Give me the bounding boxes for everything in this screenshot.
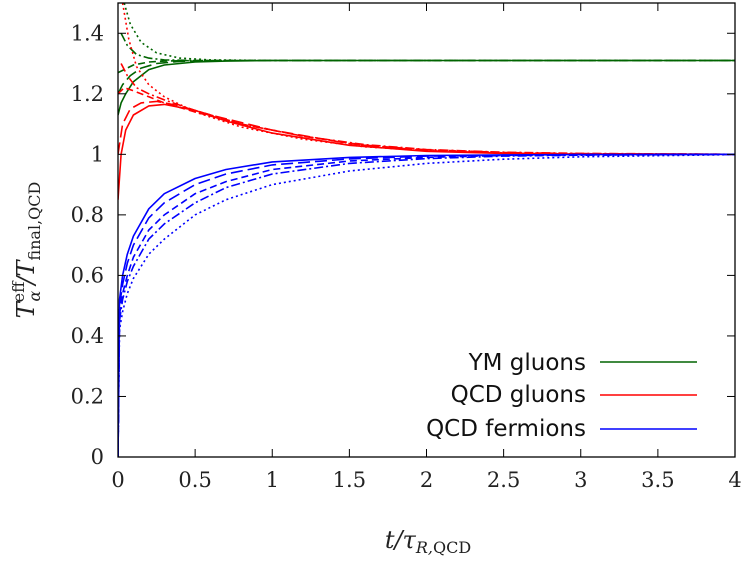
- x-axis-label: t/τR,QCD: [385, 526, 471, 557]
- legend-label-qcd-fermions: QCD fermions: [426, 416, 586, 442]
- series-line-qcd-fermions-dotted: [118, 153, 735, 457]
- series-line-qcd-fermions-dash: [118, 153, 735, 457]
- series-layer: [118, 3, 735, 457]
- series-line-ym-gluons-solid: [118, 59, 735, 116]
- tick-layer: 0 0.5 1 1.5 2 2.5 3 3.5 4 0 0.2 0.4 0.6 0.8 1 1.2 1.4: [71, 3, 742, 492]
- x-tick-label: 0.5: [178, 468, 211, 492]
- x-tick-label: 0: [111, 468, 124, 492]
- y-tick-label: 1.4: [71, 21, 104, 45]
- legend-entry-qcd-fermions: QCD fermions: [426, 416, 697, 442]
- x-tick-label: 1: [266, 468, 279, 492]
- legend-entry-qcd-gluons: QCD gluons: [451, 382, 697, 408]
- y-tick-label: 0.8: [71, 203, 104, 227]
- series-line-ym-gluons-dotted: [123, 3, 735, 62]
- legend-label-ym-gluons: YM gluons: [468, 350, 586, 376]
- y-tick-label: 0.4: [71, 324, 104, 348]
- x-tick-label: 2: [420, 468, 433, 492]
- series-line-qcd-fermions-long-dash: [118, 153, 735, 457]
- series-line-ym-gluons-dash-dot: [120, 32, 735, 62]
- x-tick-label: 2.5: [487, 468, 520, 492]
- x-tick-label: 4: [728, 468, 741, 492]
- series-line-qcd-gluons-long-dash: [118, 100, 735, 156]
- legend-label-qcd-gluons: QCD gluons: [451, 382, 586, 408]
- x-tick-label: 3.5: [641, 468, 674, 492]
- x-tick-label: 3: [574, 468, 587, 492]
- legend-entry-ym-gluons: YM gluons: [468, 350, 697, 376]
- x-tick-label: 1.5: [333, 468, 366, 492]
- y-axis-label: Teffα/Tfinal,QCD: [9, 182, 44, 319]
- series-line-qcd-gluons-dotted: [121, 3, 735, 156]
- y-tick-label: 1: [91, 142, 104, 166]
- y-tick-label: 0.2: [71, 384, 104, 408]
- y-tick-label: 0.6: [71, 263, 104, 287]
- y-tick-label: 0: [91, 445, 104, 469]
- series-line-qcd-gluons-dash-dot: [120, 63, 735, 156]
- legend: YM gluons QCD gluons QCD fermions: [426, 350, 697, 442]
- plot-frame: [117, 2, 736, 458]
- y-tick-label: 1.2: [71, 82, 104, 106]
